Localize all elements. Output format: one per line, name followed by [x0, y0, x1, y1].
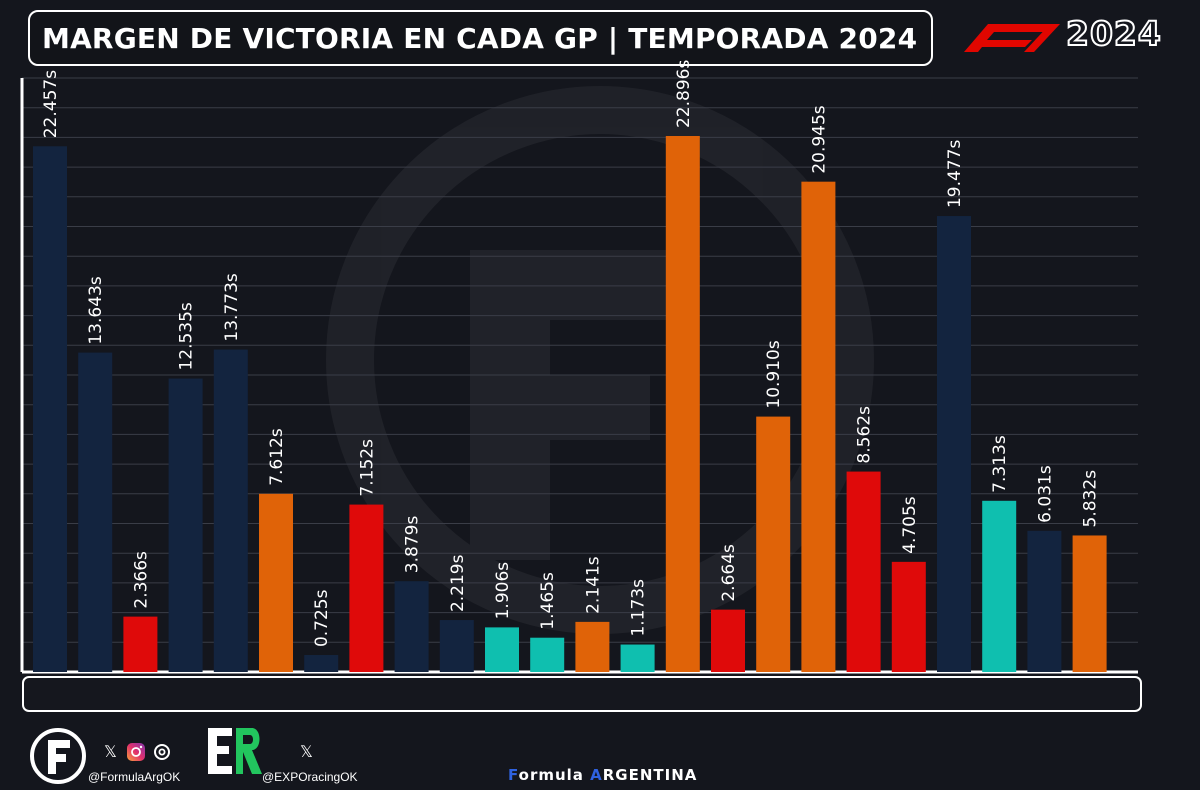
data-label-3: 2.366s: [131, 551, 151, 609]
title-box: MARGEN DE VICTORIA EN CADA GP | TEMPORAD…: [28, 10, 933, 66]
data-label-8: 7.152s: [357, 439, 377, 497]
logo-year: 2024: [1065, 13, 1162, 54]
bar-1: [33, 146, 67, 673]
x-icon[interactable]: 𝕏: [104, 744, 117, 761]
bar-18: [801, 181, 836, 672]
x-icon[interactable]: 𝕏: [300, 744, 313, 761]
data-label-10: 2.219s: [448, 554, 468, 612]
data-label-19: 8.562s: [855, 406, 875, 464]
data-label-18: 20.945s: [809, 105, 829, 173]
bar-17: [756, 416, 791, 672]
data-label-14: 1.173s: [629, 579, 649, 637]
data-label-22: 7.313s: [990, 435, 1010, 493]
bar-24: [1072, 535, 1107, 672]
expo-racing-logo: [208, 728, 262, 774]
bar-15: [665, 136, 700, 672]
bar-4: [168, 378, 203, 672]
bar-13: [575, 621, 610, 672]
data-label-13: 2.141s: [583, 556, 603, 614]
data-label-2: 13.643s: [86, 276, 106, 344]
bar-14: [620, 644, 655, 672]
data-label-16: 2.664s: [719, 544, 739, 602]
handle-formula-arg[interactable]: @FormulaArgOK: [88, 770, 181, 784]
bar-22: [982, 500, 1017, 672]
bar-2: [78, 352, 113, 672]
bar-3: [123, 616, 158, 672]
bar-8: [349, 504, 384, 672]
bar-23: [1027, 530, 1062, 672]
bar-12: [530, 637, 565, 672]
bar-21: [937, 216, 971, 672]
bar-16: [711, 609, 745, 672]
data-label-1: 22.457s: [41, 70, 61, 138]
data-label-21: 19.477s: [945, 140, 965, 208]
instagram-icon[interactable]: [126, 742, 146, 762]
threads-icon[interactable]: [152, 742, 172, 762]
data-label-9: 3.879s: [403, 516, 423, 574]
bar-11: [485, 627, 519, 672]
data-label-5: 13.773s: [222, 273, 242, 341]
chart-title: MARGEN DE VICTORIA EN CADA GP | TEMPORAD…: [42, 21, 918, 55]
data-label-23: 6.031s: [1035, 465, 1055, 523]
bar-20: [891, 561, 926, 672]
handle-expo-racing[interactable]: @EXPOracingOK: [262, 770, 358, 784]
data-label-7: 0.725s: [312, 589, 332, 647]
bar-19: [846, 471, 881, 672]
data-label-17: 10.910s: [764, 340, 784, 408]
formula-argentina-logo: [30, 728, 86, 784]
data-label-24: 5.832s: [1081, 470, 1101, 528]
data-label-4: 12.535s: [177, 302, 197, 370]
data-label-6: 7.612s: [267, 428, 287, 486]
bar-5: [213, 349, 248, 672]
bar-9: [394, 581, 429, 672]
data-label-11: 1.906s: [493, 562, 513, 620]
data-label-20: 4.705s: [900, 496, 920, 554]
bar-7: [304, 655, 339, 672]
data-label-15: 22.896s: [674, 60, 694, 128]
formula-argentina-wordmark: Formula ARGENTINA: [508, 766, 698, 784]
flag-strip: [22, 676, 1142, 712]
data-label-12: 1.465s: [538, 572, 558, 630]
f1-logo: [964, 24, 1060, 52]
bar-10: [439, 620, 474, 672]
bar-6: [259, 493, 293, 672]
